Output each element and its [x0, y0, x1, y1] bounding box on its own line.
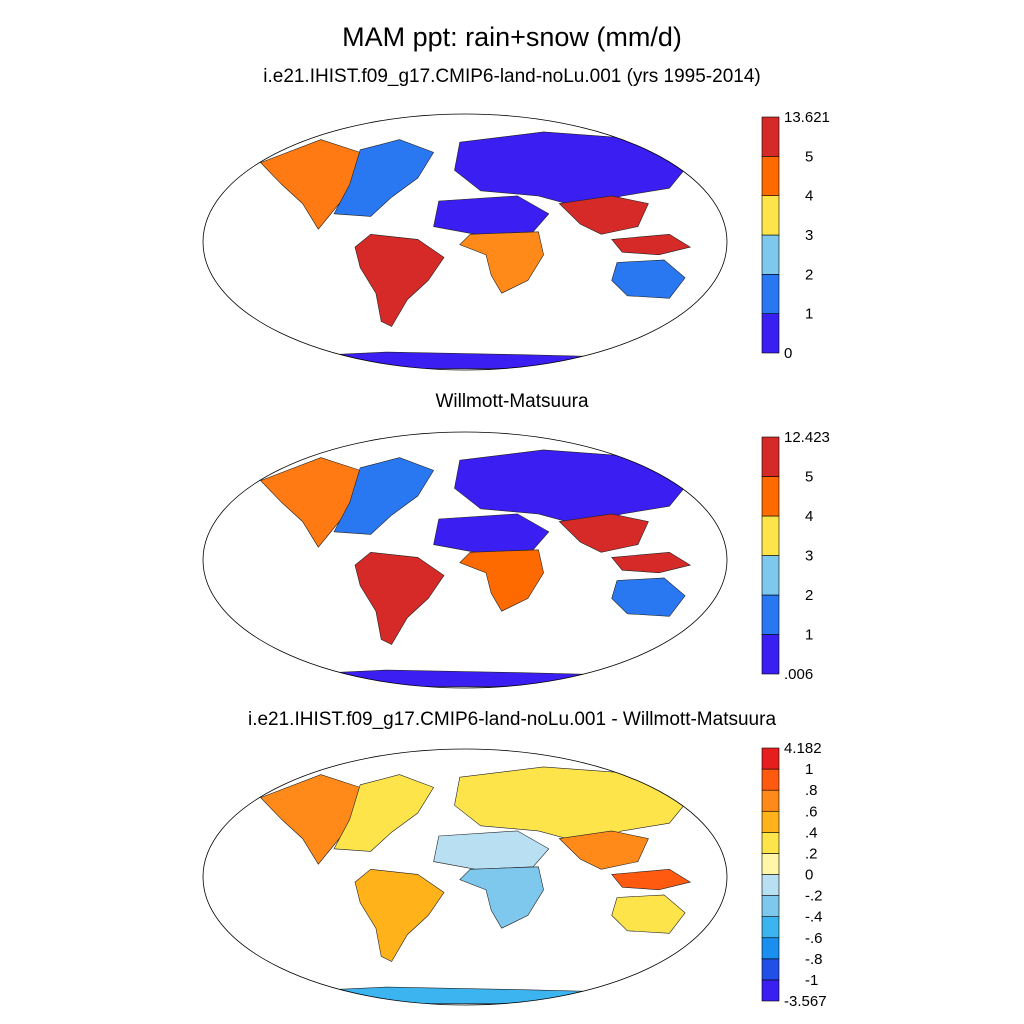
- colorbar-swatch: [761, 436, 780, 477]
- colorbar-label: .6: [805, 803, 818, 820]
- panel-2-colorbar: 12.423 5 4 3 2 1 .006: [761, 429, 830, 683]
- colorbar-label: 5: [805, 148, 813, 165]
- colorbar-label: -1: [805, 972, 818, 989]
- colorbar-swatch: [761, 747, 780, 770]
- colorbar-swatch: [761, 156, 780, 196]
- colorbar-label: -3.567: [784, 993, 827, 1010]
- region-antarctica: [275, 669, 649, 688]
- colorbar-swatch: [761, 958, 780, 981]
- region-north-america-east: [333, 139, 435, 217]
- colorbar-label: 1: [805, 306, 813, 323]
- region-south-america: [354, 233, 445, 327]
- colorbar-swatch: [761, 274, 780, 314]
- region-maritime: [611, 868, 692, 891]
- colorbar-label: 1: [805, 761, 813, 778]
- colorbar-label: 4: [805, 508, 813, 525]
- region-africa-central: [459, 549, 544, 612]
- region-australia: [611, 894, 686, 934]
- colorbar-label: 1: [805, 627, 813, 644]
- region-africa-central: [459, 231, 544, 294]
- colorbar-label: 4.182: [784, 740, 822, 757]
- region-south-asia: [558, 513, 649, 553]
- colorbar-swatch: [761, 634, 780, 675]
- colorbar-label: 0: [805, 867, 813, 884]
- colorbar-label: -.4: [805, 909, 823, 926]
- colorbar-label: -.2: [805, 888, 823, 905]
- panel-3-subtitle: i.e21.IHIST.f09_g17.CMIP6-land-noLu.001 …: [247, 709, 777, 730]
- colorbar-swatch: [761, 313, 780, 354]
- region-europe-asia: [454, 131, 691, 210]
- region-australia: [611, 577, 686, 617]
- region-maritime: [611, 233, 692, 256]
- colorbar-swatch: [761, 768, 780, 791]
- region-south-america: [354, 868, 445, 962]
- panel-3-map: [202, 748, 728, 1006]
- region-south-asia: [558, 195, 649, 235]
- region-africa-central: [459, 866, 544, 929]
- region-north-america-west: [260, 774, 361, 865]
- colorbar-label: 0: [784, 345, 792, 362]
- colorbar-label: .006: [784, 666, 813, 683]
- panel-2-map: [202, 431, 728, 689]
- panel-1-subtitle: i.e21.IHIST.f09_g17.CMIP6-land-noLu.001 …: [263, 66, 761, 87]
- colorbar-label: .2: [805, 845, 818, 862]
- region-north-america-east: [333, 457, 435, 535]
- region-antarctica: [275, 351, 649, 370]
- colorbar-swatch: [761, 832, 780, 854]
- colorbar-swatch: [761, 476, 780, 517]
- colorbar-swatch: [761, 895, 780, 917]
- colorbar-label: 3: [805, 548, 813, 565]
- region-europe-asia: [454, 449, 691, 528]
- colorbar-label: 12.423: [784, 429, 830, 446]
- colorbar-label: 2: [805, 587, 813, 604]
- colorbar-swatch: [761, 789, 780, 812]
- colorbar-swatch: [761, 555, 780, 596]
- colorbar-label: 4: [805, 188, 813, 205]
- colorbar-label: 13.621: [784, 109, 830, 126]
- colorbar-label: 5: [805, 469, 813, 486]
- panel-3-colorbar: 4.182 1 .8 .6 .4 .2 0 -.2 -.4 -.6 -.8 -1 -3.567: [761, 740, 827, 1010]
- colorbar-label: -.6: [805, 930, 823, 947]
- region-maritime: [611, 551, 692, 574]
- region-south-asia: [558, 830, 649, 870]
- colorbar-swatch: [761, 594, 780, 635]
- panel-1-colorbar: 13.621 5 4 3 2 1 0: [761, 109, 830, 362]
- region-north-america-west: [260, 457, 361, 548]
- colorbar-swatch: [761, 195, 780, 236]
- panel-2-subtitle: Willmott-Matsuura: [435, 391, 589, 412]
- region-australia: [611, 259, 686, 299]
- panel-1-map: [202, 113, 728, 371]
- colorbar-swatch: [761, 853, 780, 875]
- region-north-america-east: [333, 774, 435, 852]
- colorbar-swatch: [761, 916, 780, 939]
- colorbar-swatch: [761, 810, 780, 833]
- colorbar-label: .8: [805, 782, 818, 799]
- colorbar-swatch: [761, 515, 780, 556]
- colorbar-label: .4: [805, 824, 818, 841]
- colorbar-label: -.8: [805, 951, 823, 968]
- colorbar-swatch: [761, 937, 780, 960]
- region-antarctica: [275, 986, 649, 1005]
- region-north-america-west: [260, 139, 361, 230]
- colorbar-label: 3: [805, 227, 813, 244]
- region-europe-asia: [454, 766, 691, 845]
- colorbar-swatch: [761, 234, 780, 275]
- colorbar-swatch: [761, 116, 780, 157]
- colorbar-swatch: [761, 979, 780, 1002]
- page-title: MAM ppt: rain+snow (mm/d): [342, 22, 682, 52]
- colorbar-label: 2: [805, 266, 813, 283]
- region-south-america: [354, 551, 445, 645]
- colorbar-swatch: [761, 874, 780, 896]
